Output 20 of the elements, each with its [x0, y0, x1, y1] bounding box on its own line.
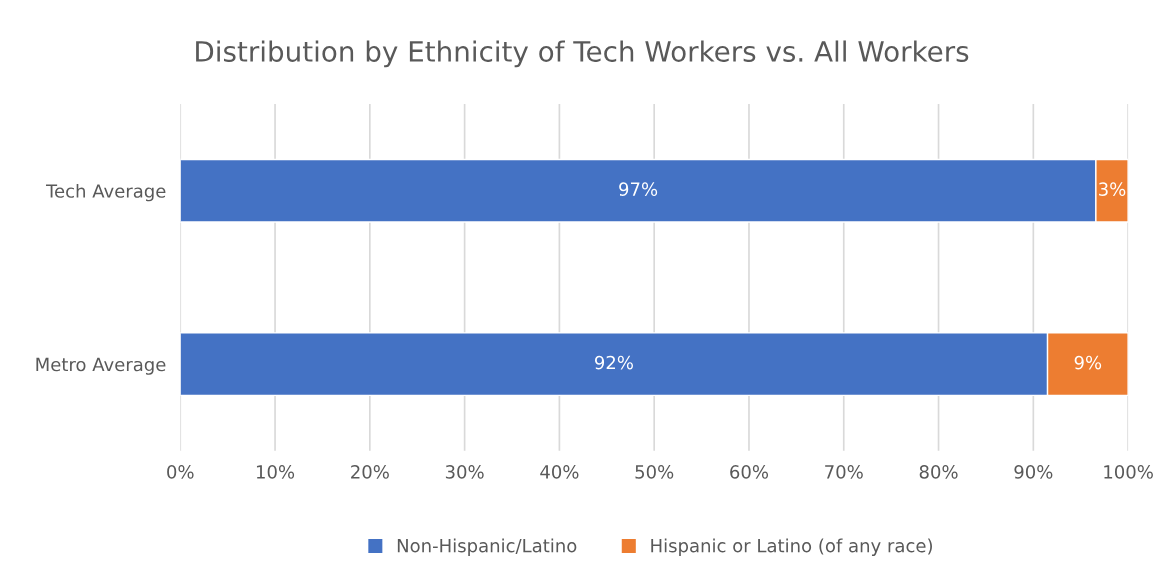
- x-tick-label: 60%: [730, 465, 769, 479]
- y-tick-label: Metro Average: [36, 357, 166, 375]
- x-tick-label: 40%: [540, 465, 579, 479]
- x-tick-label: 80%: [919, 465, 958, 479]
- data-label: 97%: [619, 182, 658, 196]
- x-tick-label: 70%: [825, 465, 863, 479]
- chart-title: Distribution by Ethnicity of Tech Workers vs. All Workers: [196, 40, 969, 68]
- x-tick-label: 10%: [256, 465, 295, 479]
- x-tick-label: 20%: [351, 465, 389, 479]
- data-label: 3%: [1099, 182, 1126, 196]
- x-tick-label: 90%: [1014, 465, 1053, 479]
- x-tick-label: 50%: [635, 465, 674, 479]
- x-tick-label: 0%: [167, 465, 194, 479]
- data-label: 92%: [594, 355, 633, 370]
- x-tick-label: 30%: [445, 465, 484, 479]
- legend-label: Hispanic or Latino (of any race): [651, 538, 932, 556]
- y-tick-label: Tech Average: [46, 183, 166, 202]
- legend-label: Non-Hispanic/Latino: [397, 538, 577, 556]
- data-label: 9%: [1074, 355, 1102, 370]
- x-tick-label: 100%: [1104, 465, 1153, 479]
